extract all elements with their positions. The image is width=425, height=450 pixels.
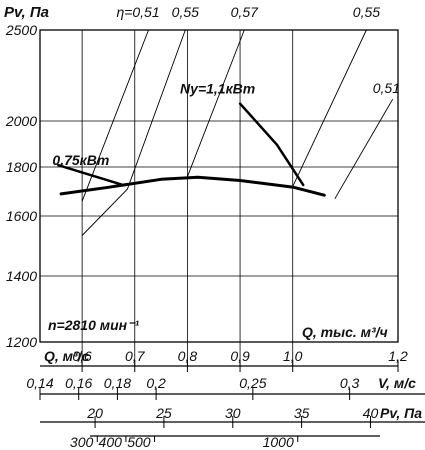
scale-tick-label: 400 xyxy=(99,434,123,450)
y-axis-label: Pv, Па xyxy=(4,4,49,21)
efficiency-label: 0,55 xyxy=(172,4,199,20)
efficiency-label: 0,57 xyxy=(231,4,259,20)
scale-tick-label: 25 xyxy=(155,405,172,421)
power-label: 0,75кВт xyxy=(52,152,109,168)
efficiency-line xyxy=(334,98,394,200)
y-tick-label: 1200 xyxy=(6,334,37,350)
scale-tick-label: 0,18 xyxy=(104,375,131,391)
y-axis-ticks: 1200 1400 1600 1800 2000 2500 xyxy=(5,22,37,350)
scale-tick-label: 0,7 xyxy=(125,348,146,364)
performance-curve xyxy=(238,102,305,187)
performance-curves xyxy=(57,102,326,197)
y-tick-label: 2000 xyxy=(5,113,37,129)
scale-label: V, м/с xyxy=(378,375,416,391)
scale-tick-label: 0,8 xyxy=(178,348,198,364)
efficiency-label: η=0,51 xyxy=(116,4,159,20)
speed-label: n=2810 мин⁻¹ xyxy=(48,317,140,333)
performance-curve xyxy=(57,163,123,186)
scale-tick-label: 20 xyxy=(86,405,103,421)
y-tick-label: 1600 xyxy=(6,208,37,224)
power-label: Ny=1,1кВт xyxy=(180,81,255,97)
efficiency-line xyxy=(81,29,186,236)
scale-tick-label: 1,0 xyxy=(283,348,303,364)
gridlines xyxy=(40,30,398,366)
efficiency-lines xyxy=(81,29,394,236)
plot-frame xyxy=(39,29,399,343)
scale-tick-label: 0,16 xyxy=(65,375,92,391)
scale-tick-label: 30 xyxy=(225,405,241,421)
scale-tick-label: 0,6 xyxy=(72,348,92,364)
efficiency-label: 0,51 xyxy=(373,80,400,96)
x-axis-label: Q, тыс. м³/ч xyxy=(302,324,388,340)
efficiency-label: 0,55 xyxy=(353,4,380,20)
chart-labels: η=0,51 0,55 0,57 0,55 0,51 0,75кВт Ny=1,1кВт xyxy=(52,4,400,168)
efficiency-line xyxy=(292,29,367,187)
scale-label: Q, м³/с xyxy=(44,348,90,364)
scale-tick-label: 0,2 xyxy=(146,375,166,391)
scale-tick-label: 40 xyxy=(363,405,379,421)
scale-tick-label: 300 xyxy=(70,434,94,450)
efficiency-line xyxy=(81,29,149,202)
scale-tick-label: 0,9 xyxy=(230,348,250,364)
scale-tick-label: 1000 xyxy=(263,434,294,450)
performance-curve xyxy=(59,175,326,197)
scale-tick-label: 500 xyxy=(127,434,151,450)
y-tick-label: 2500 xyxy=(5,22,37,38)
y-tick-label: 1400 xyxy=(6,268,37,284)
scale-label: Pv, Па xyxy=(380,405,422,421)
scale-tick-label: 0,14 xyxy=(26,375,53,391)
scale-tick-label: 1,2 xyxy=(388,348,408,364)
scale-tick-label: 0,3 xyxy=(340,375,360,391)
bottom-scales: 0,6 0,7 0,8 0,9 1,0 1,2 Q, м³/с 0,14 0,16 0,18 0,2… xyxy=(26,348,425,450)
y-tick-label: 1800 xyxy=(6,159,37,175)
scale-tick-label: 0,25 xyxy=(239,375,266,391)
scale-tick-label: 35 xyxy=(294,405,310,421)
efficiency-line xyxy=(185,29,245,180)
